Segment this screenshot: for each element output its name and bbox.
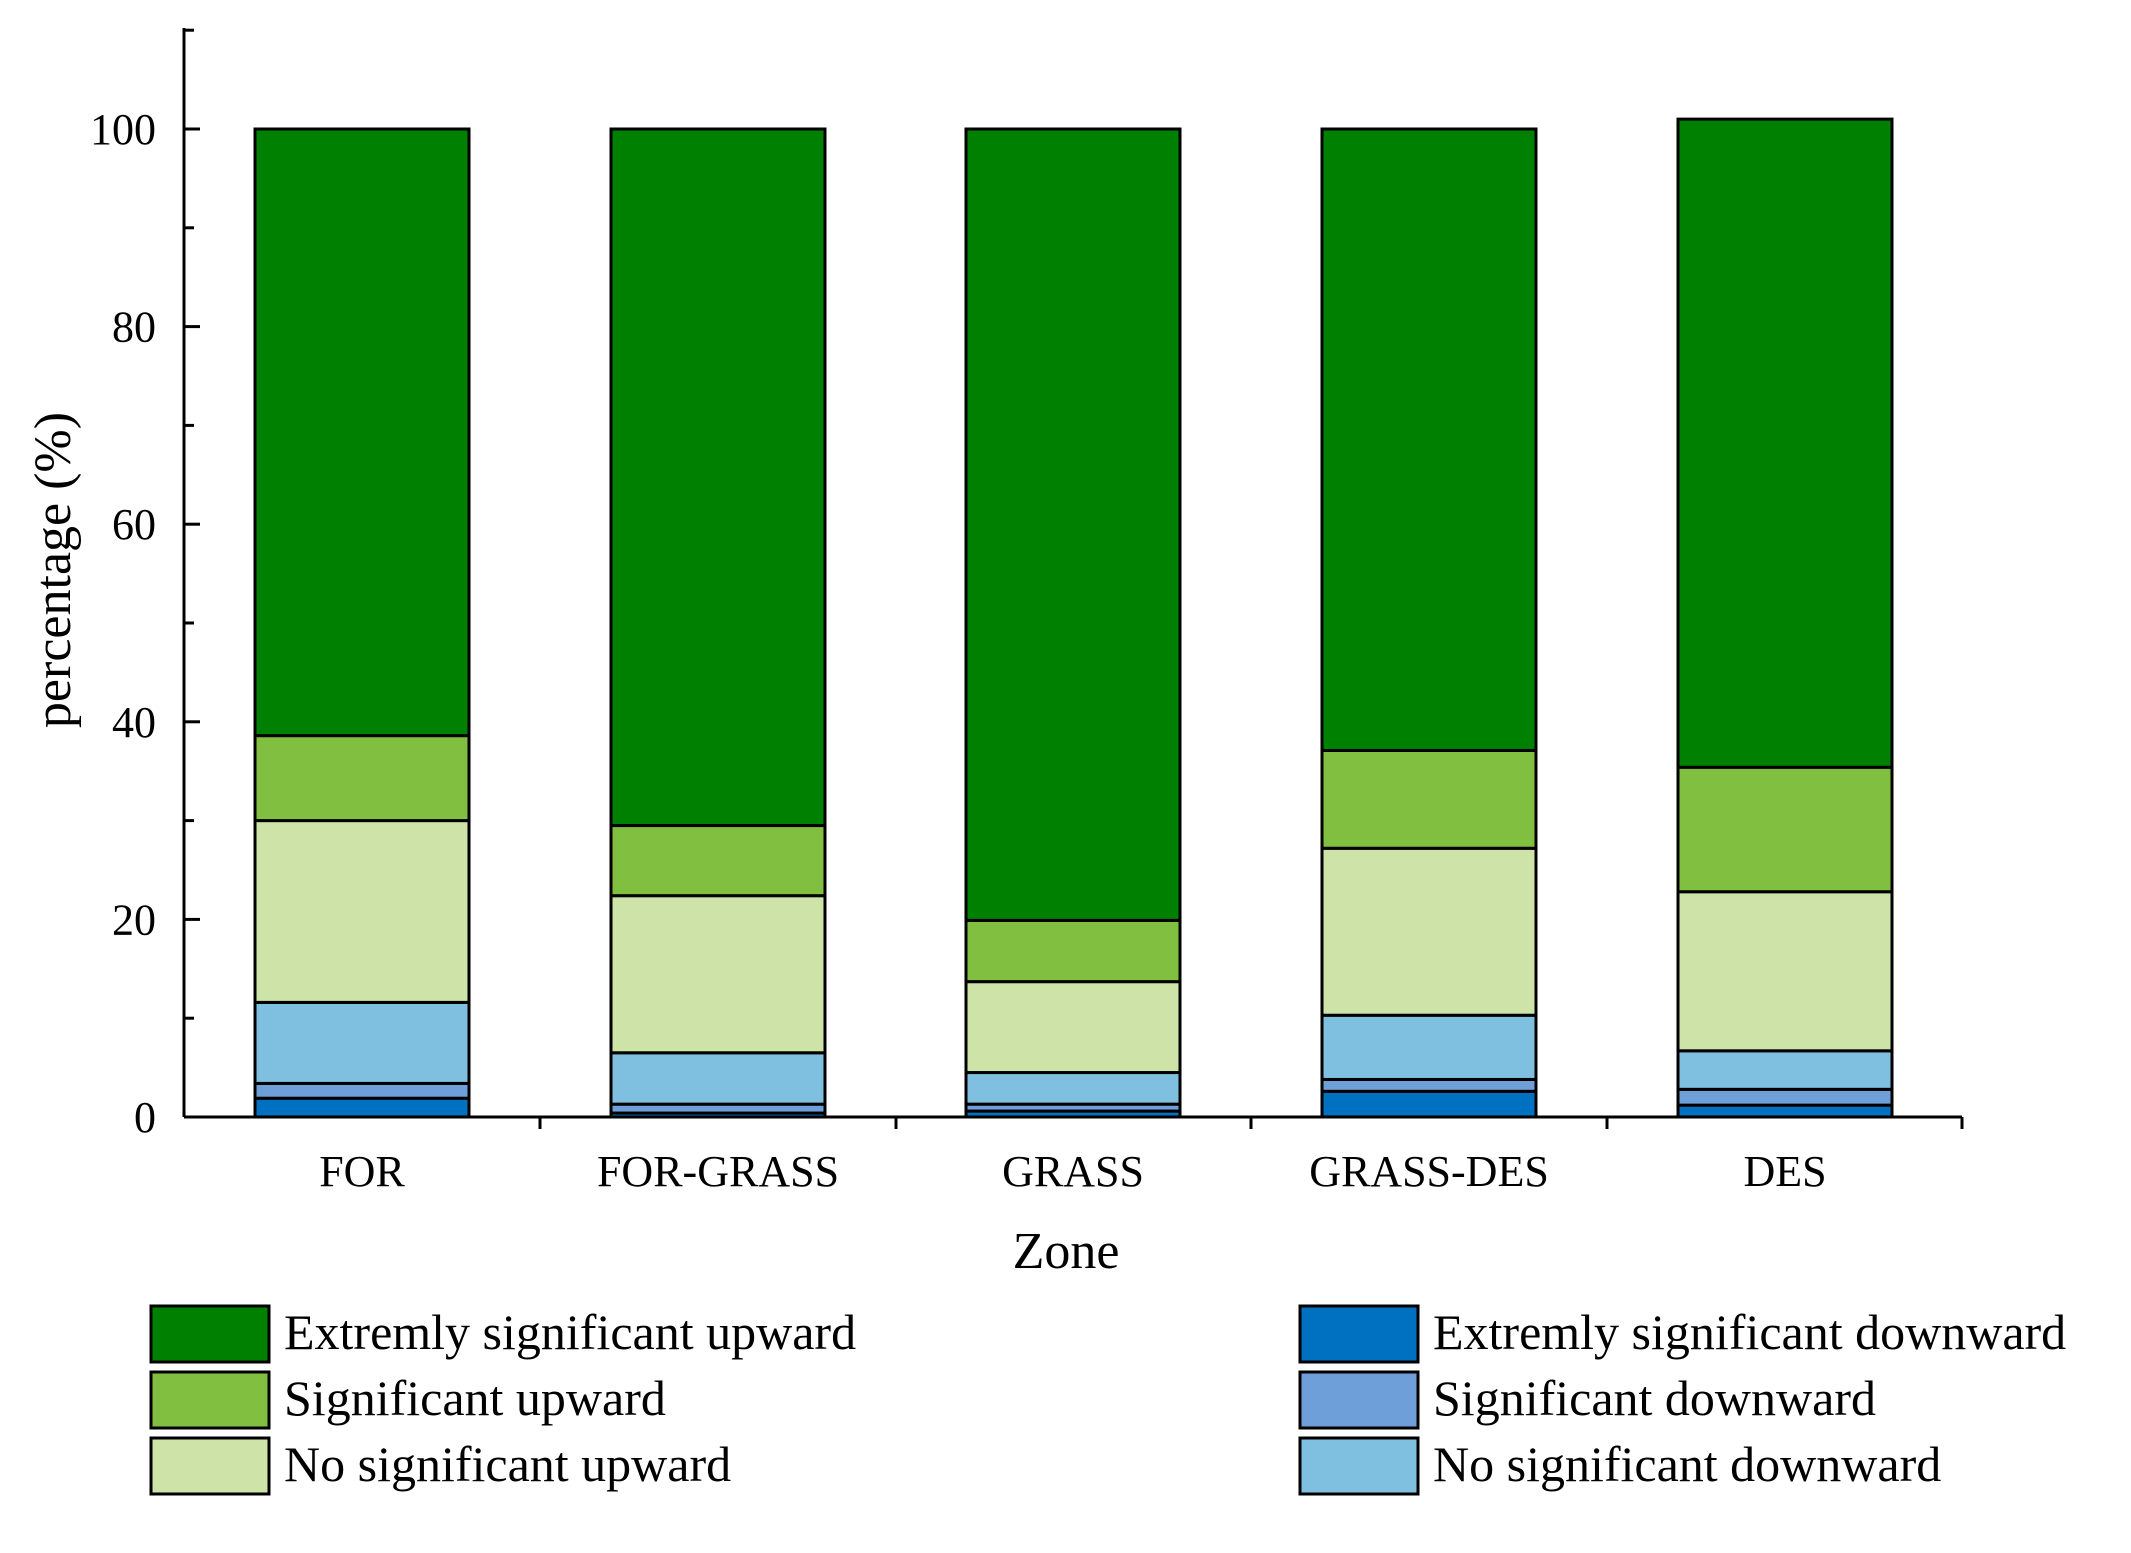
x-tick-label: DES xyxy=(1743,1147,1826,1196)
legend-label: Significant upward xyxy=(284,1370,666,1426)
legend-label: Significant downward xyxy=(1433,1370,1876,1426)
bar-segment-grass-4 xyxy=(964,918,1182,984)
legend-swatch xyxy=(1298,1370,1420,1430)
y-tick-label: 20 xyxy=(112,895,156,944)
bar-segment-for-grass-4 xyxy=(609,824,827,898)
axes-group xyxy=(182,28,1962,1119)
bar-segment-grass-des-4 xyxy=(1320,748,1538,850)
x-tick-label: GRASS xyxy=(1002,1147,1144,1196)
ticks-group: FOR FOR-GRASS GRASS GRASS-DES DES 0 20 40 60 80 10… xyxy=(90,28,1964,1196)
y-tick-label: 80 xyxy=(112,303,156,352)
bar-segment-grass-des-1 xyxy=(1320,1077,1538,1093)
bar-segment-for-2 xyxy=(253,1000,471,1085)
x-tick-label: FOR xyxy=(319,1147,405,1196)
legend: Extremly significant upward Significant u… xyxy=(149,1304,2066,1496)
legend-label: Extremly significant downward xyxy=(1433,1304,2066,1360)
bar-segment-grass-des-2 xyxy=(1320,1013,1538,1081)
bar-segment-for-1 xyxy=(253,1081,471,1100)
legend-label: Extremly significant upward xyxy=(284,1304,856,1360)
y-tick-label: 60 xyxy=(112,500,156,549)
bar-segment-des-5 xyxy=(1676,117,1894,769)
legend-swatch xyxy=(1298,1304,1420,1364)
legend-swatch xyxy=(149,1370,271,1430)
bar-segment-des-0 xyxy=(1676,1103,1894,1119)
y-tick-label: 40 xyxy=(112,698,156,747)
x-tick-label: GRASS-DES xyxy=(1309,1147,1549,1196)
bar-segment-grass-5 xyxy=(964,127,1182,922)
bar-segment-for-0 xyxy=(253,1096,471,1119)
x-axis-title: Zone xyxy=(1013,1223,1120,1280)
y-axis-title: percentage (%) xyxy=(25,412,82,728)
bar-segment-for-3 xyxy=(253,819,471,1004)
bar-segment-des-4 xyxy=(1676,765,1894,894)
plot-area: FOR FOR-GRASS GRASS GRASS-DES DES 0 20 40 60 80 10… xyxy=(90,28,1964,1196)
bar-segment-for-5 xyxy=(253,127,471,738)
bar-segment-grass-des-3 xyxy=(1320,846,1538,1017)
bar-segment-for-grass-2 xyxy=(609,1051,827,1106)
bar-segment-for-grass-5 xyxy=(609,127,827,828)
bar-segment-grass-des-5 xyxy=(1320,127,1538,752)
y-tick-label: 100 xyxy=(90,105,156,154)
legend-swatch xyxy=(149,1304,271,1364)
legend-swatch xyxy=(1298,1436,1420,1496)
bar-segment-des-3 xyxy=(1676,890,1894,1053)
bar-segment-grass-3 xyxy=(964,980,1182,1075)
legend-label: No significant downward xyxy=(1433,1436,1941,1492)
bar-segment-des-2 xyxy=(1676,1049,1894,1091)
legend-swatch xyxy=(149,1436,271,1496)
x-tick-label: FOR-GRASS xyxy=(597,1147,839,1196)
bar-segment-for-4 xyxy=(253,734,471,823)
legend-label: No significant upward xyxy=(284,1436,731,1492)
bar-segment-des-1 xyxy=(1676,1087,1894,1107)
bar-segment-for-grass-3 xyxy=(609,894,827,1055)
bar-segment-grass-2 xyxy=(964,1071,1182,1106)
bars-group xyxy=(253,117,1894,1119)
y-tick-label: 0 xyxy=(134,1093,156,1142)
bar-segment-grass-des-0 xyxy=(1320,1089,1538,1119)
